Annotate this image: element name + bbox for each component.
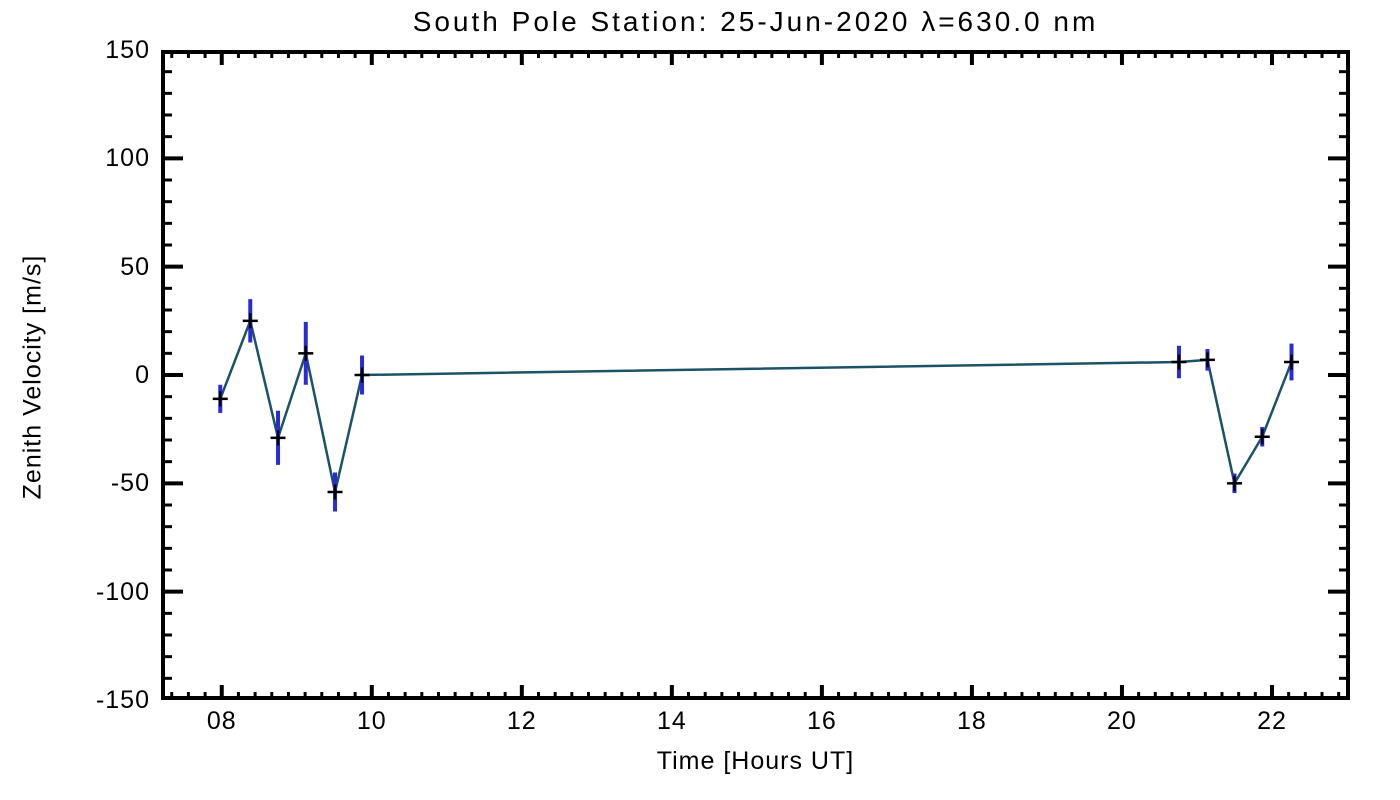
plot-area — [161, 50, 1350, 700]
chart-title: South Pole Station: 25-Jun-2020 λ=630.0 … — [412, 6, 1099, 37]
x-tick-label: 18 — [957, 707, 987, 735]
y-tick-label: 0 — [135, 361, 150, 389]
data-line — [219, 319, 1293, 494]
x-axis-title: Time [Hours UT] — [656, 747, 855, 775]
x-tick-label: 22 — [1257, 707, 1287, 735]
error-bars — [218, 299, 1294, 512]
data-markers — [212, 313, 1299, 500]
x-tick-label: 20 — [1107, 707, 1137, 735]
x-tick-label: 16 — [806, 707, 837, 735]
axis-ticks — [161, 50, 1350, 700]
x-tick-label: 08 — [206, 707, 237, 735]
x-tick-label: 10 — [356, 707, 387, 735]
y-tick-label: 100 — [105, 144, 150, 173]
plot-svg — [161, 50, 1350, 700]
x-tick-label: 12 — [506, 707, 537, 735]
x-tick-label: 14 — [656, 707, 687, 735]
y-tick-label: 150 — [105, 36, 150, 64]
plot-frame — [161, 50, 1350, 700]
y-tick-label: 50 — [120, 252, 150, 281]
y-tick-label: -50 — [110, 469, 150, 498]
y-tick-label: -150 — [95, 686, 150, 714]
y-tick-label: -100 — [95, 577, 150, 606]
